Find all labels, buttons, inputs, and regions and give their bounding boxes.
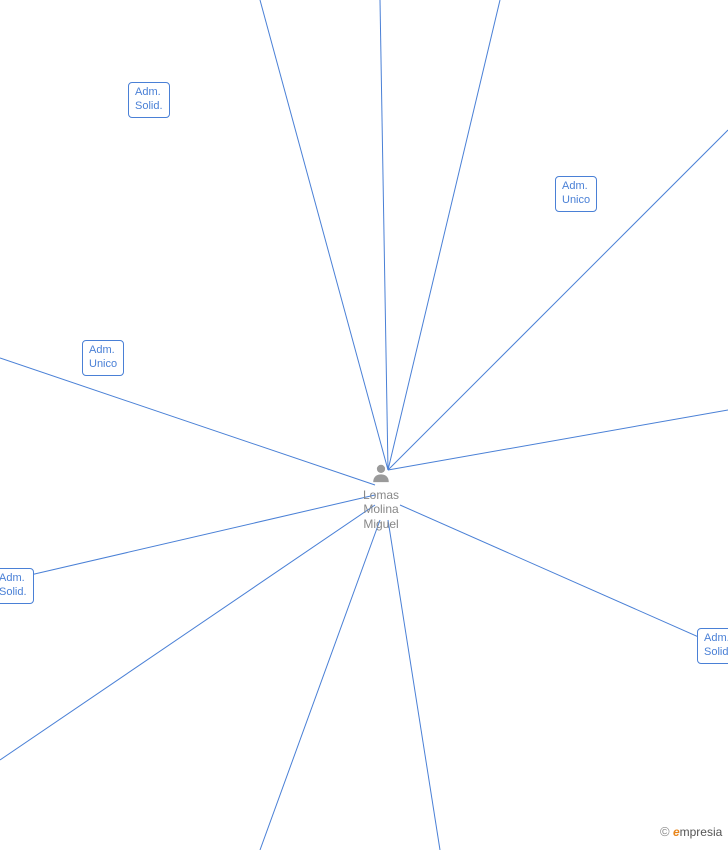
network-node[interactable]: Adm. Solid. <box>0 568 34 604</box>
network-node-label: Adm. Solid. <box>0 572 27 598</box>
network-node-label: Adm. Unico <box>89 344 117 370</box>
center-node: Lomas Molina Miguel <box>363 462 399 531</box>
network-node[interactable]: Adm. Solid. <box>697 628 728 664</box>
network-node[interactable]: Adm. Solid. <box>128 82 170 118</box>
brand-rest: mpresia <box>680 825 723 839</box>
network-node-label: Adm. Unico <box>562 180 590 206</box>
network-edges <box>0 0 728 850</box>
network-node-label: Adm. Solid. <box>704 632 728 658</box>
copyright: © empresia <box>660 824 722 839</box>
center-node-label: Lomas Molina Miguel <box>363 488 399 531</box>
network-node-label: Adm. Solid. <box>135 86 163 112</box>
person-icon <box>370 462 392 484</box>
network-node[interactable]: Adm. Unico <box>555 176 597 212</box>
copyright-symbol: © <box>660 824 670 839</box>
network-node[interactable]: Adm. Unico <box>82 340 124 376</box>
brand-first-letter: e <box>673 825 680 839</box>
